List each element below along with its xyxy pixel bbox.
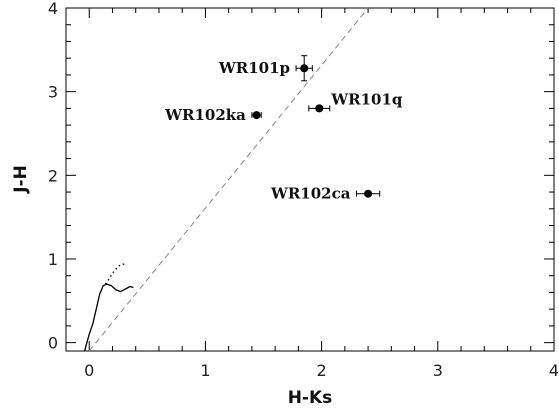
x-tick-label: 4 — [549, 361, 559, 380]
x-tick-label: 3 — [433, 361, 443, 380]
data-series — [83, 7, 381, 352]
data-marker — [300, 64, 309, 73]
point-label: WR102ca — [270, 185, 351, 203]
y-tick-label: 3 — [48, 83, 58, 102]
y-tick-label: 1 — [48, 250, 58, 269]
point-label: WR101p — [218, 59, 290, 77]
y-tick-label: 2 — [48, 166, 58, 185]
y-tick-label: 4 — [48, 0, 58, 18]
y-axis-label: J-H — [11, 165, 31, 194]
reddening-line — [88, 7, 369, 352]
plot-frame — [65, 7, 555, 352]
x-axis-label: H-Ks — [288, 388, 333, 408]
point-label: WR101q — [330, 90, 403, 108]
data-marker — [315, 104, 324, 113]
point-labels: WR101p WR102ka WR101q WR102ca — [164, 59, 403, 202]
x-tick-label: 0 — [84, 361, 94, 380]
point-label: WR102ka — [164, 106, 246, 124]
data-point-wr102ka — [251, 111, 262, 120]
tick-labels: 0 1 2 3 4 0 1 2 3 4 — [48, 0, 559, 380]
data-marker — [252, 111, 261, 120]
x-tick-label: 1 — [200, 361, 210, 380]
data-marker — [364, 189, 373, 198]
y-tick-label: 0 — [48, 334, 58, 353]
x-tick-label: 2 — [317, 361, 327, 380]
data-point-wr101q — [308, 104, 331, 113]
data-point-wr101p — [295, 55, 313, 82]
intrinsic-curve-dotted — [104, 263, 126, 285]
intrinsic-curve-solid — [83, 283, 134, 352]
data-point-wr102ca — [355, 189, 381, 198]
axis-ticks — [65, 7, 555, 351]
